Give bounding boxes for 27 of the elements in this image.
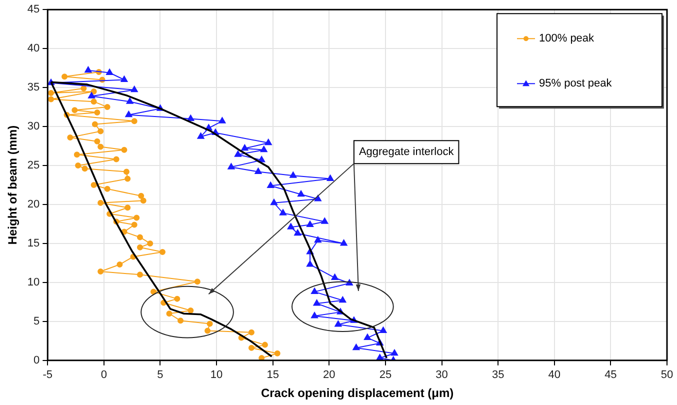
x-tick-label: 40: [548, 369, 561, 382]
x-axis-title: Crack opening displacement (μm): [260, 386, 454, 400]
x-tick-label: 30: [436, 369, 448, 382]
y-tick-label: 30: [27, 120, 40, 133]
y-tick-label: 20: [27, 198, 40, 211]
y-tick-label: 15: [27, 238, 40, 250]
x-tick-label: 0: [100, 369, 108, 382]
y-tick-label: 45: [27, 4, 40, 16]
x-tick-label: 20: [323, 369, 336, 382]
legend-label: 95% post peak: [539, 78, 612, 90]
y-tick-label: 10: [27, 276, 40, 288]
x-tick-label: 35: [492, 369, 504, 382]
y-axis-title: Height of beam (mm): [6, 125, 20, 245]
x-tick-label: 50: [660, 369, 674, 382]
x-tick-label: -5: [42, 369, 53, 382]
y-tick-label: 25: [27, 160, 40, 172]
annotation: Aggregate interlock: [358, 146, 454, 158]
y-tick-label: 35: [27, 82, 40, 94]
x-tick-label: 45: [604, 369, 617, 382]
legend-label: 100% peak: [539, 32, 595, 45]
x-tick-label: 10: [210, 369, 223, 382]
y-tick-label: 0: [34, 354, 40, 366]
x-tick-label: 5: [157, 369, 164, 382]
y-tick-label: 5: [34, 315, 40, 328]
y-tick-label: 40: [27, 42, 40, 55]
x-tick-label: 15: [266, 369, 279, 382]
x-tick-label: 25: [379, 369, 392, 382]
